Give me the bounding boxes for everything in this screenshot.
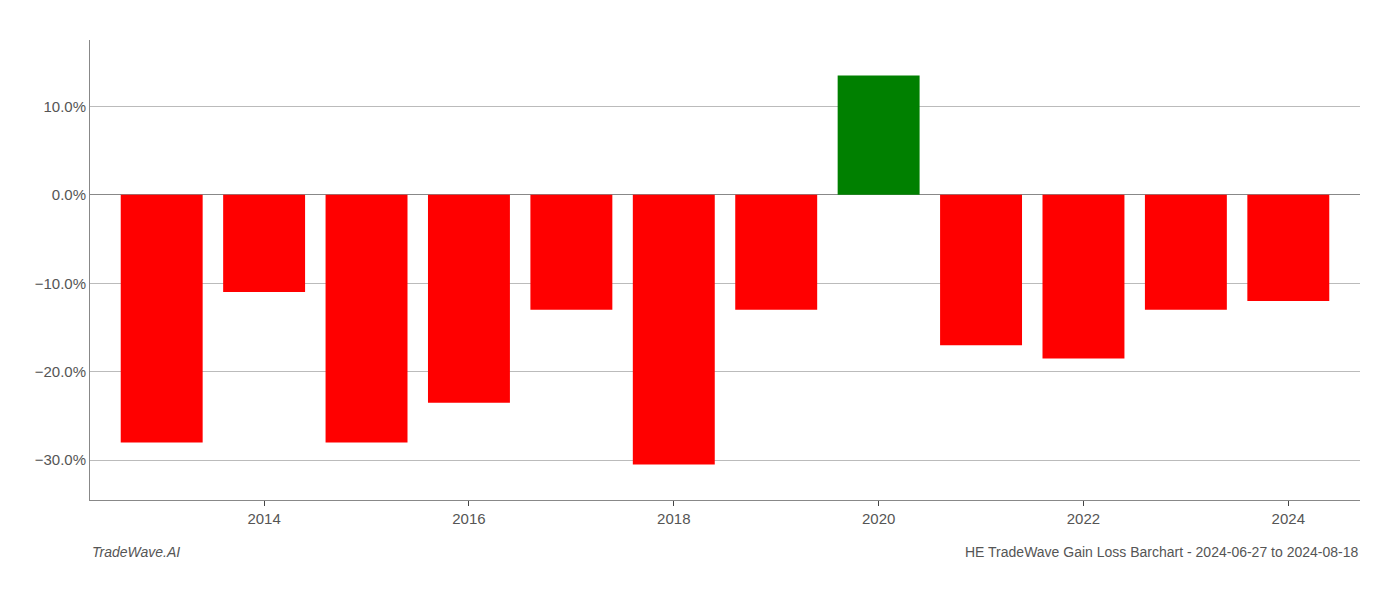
svg-text:−20.0%: −20.0%: [35, 363, 86, 380]
svg-text:HE TradeWave Gain Loss Barchar: HE TradeWave Gain Loss Barchart - 2024-0…: [965, 544, 1358, 560]
svg-text:2024: 2024: [1272, 510, 1305, 527]
svg-text:2018: 2018: [657, 510, 690, 527]
svg-text:TradeWave.AI: TradeWave.AI: [92, 544, 180, 560]
svg-text:2022: 2022: [1067, 510, 1100, 527]
svg-text:−30.0%: −30.0%: [35, 451, 86, 468]
svg-text:2016: 2016: [452, 510, 485, 527]
svg-text:2020: 2020: [862, 510, 895, 527]
svg-text:10.0%: 10.0%: [43, 98, 86, 115]
svg-text:0.0%: 0.0%: [52, 186, 86, 203]
svg-text:−10.0%: −10.0%: [35, 275, 86, 292]
svg-text:2014: 2014: [247, 510, 280, 527]
